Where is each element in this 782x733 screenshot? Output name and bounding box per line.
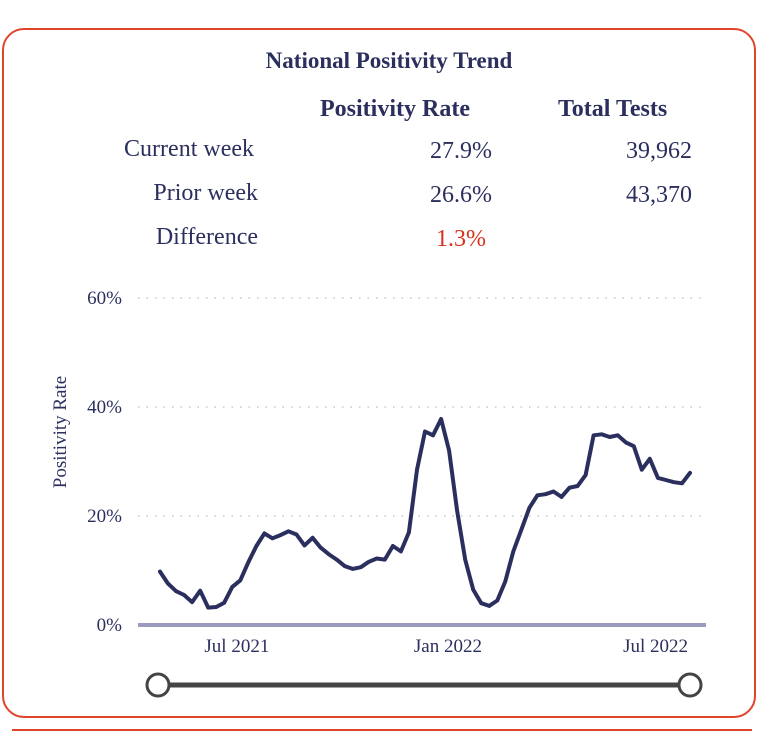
data-point bbox=[551, 489, 556, 494]
data-point bbox=[262, 531, 267, 536]
data-point bbox=[334, 557, 339, 562]
data-point bbox=[631, 444, 636, 449]
data-point bbox=[166, 581, 170, 586]
data-point bbox=[358, 565, 363, 570]
data-point bbox=[254, 544, 259, 548]
data-point bbox=[222, 600, 227, 605]
y-tick-label: 0% bbox=[97, 615, 123, 636]
data-point bbox=[238, 578, 243, 583]
data-point bbox=[575, 484, 580, 488]
data-point bbox=[688, 471, 692, 475]
data-point bbox=[527, 506, 532, 510]
row-label-current-week: Current week bbox=[124, 136, 254, 162]
data-point bbox=[310, 536, 315, 540]
bottom-divider bbox=[12, 729, 752, 731]
header-positivity-rate: Positivity Rate bbox=[320, 96, 470, 122]
chart-card bbox=[2, 28, 756, 718]
data-point bbox=[399, 549, 403, 554]
data-point bbox=[230, 585, 235, 589]
data-point bbox=[423, 429, 427, 434]
data-point bbox=[198, 588, 202, 593]
x-tick-label: Jan 2022 bbox=[414, 636, 482, 657]
data-point bbox=[559, 495, 564, 499]
data-point bbox=[190, 600, 194, 604]
data-point bbox=[623, 440, 628, 445]
current-week-rate: 27.9% bbox=[430, 138, 492, 164]
prior-week-rate: 26.6% bbox=[430, 182, 492, 208]
data-point bbox=[615, 433, 620, 438]
data-point bbox=[672, 480, 676, 485]
x-tick-label: Jul 2022 bbox=[623, 636, 688, 657]
data-point bbox=[599, 432, 604, 437]
data-point bbox=[366, 559, 371, 564]
data-point bbox=[511, 549, 516, 554]
data-point bbox=[543, 492, 548, 497]
data-point bbox=[350, 567, 355, 571]
data-point bbox=[567, 485, 572, 490]
y-axis-label: Positivity Rate bbox=[50, 376, 71, 488]
data-point bbox=[495, 598, 500, 603]
current-week-tests: 39,962 bbox=[626, 138, 692, 164]
data-point bbox=[535, 493, 540, 498]
data-point bbox=[158, 569, 162, 574]
data-point bbox=[342, 564, 347, 568]
data-point bbox=[375, 556, 379, 561]
data-point bbox=[519, 527, 524, 532]
prior-week-tests: 43,370 bbox=[626, 182, 692, 208]
header-total-tests: Total Tests bbox=[558, 96, 668, 122]
data-point bbox=[487, 604, 492, 608]
data-point bbox=[391, 544, 395, 548]
data-point bbox=[591, 433, 596, 438]
data-point bbox=[607, 435, 612, 439]
range-slider-end-handle[interactable] bbox=[677, 672, 703, 698]
data-point bbox=[278, 533, 283, 537]
data-point bbox=[415, 467, 419, 472]
data-point bbox=[503, 579, 508, 584]
range-slider-start-handle[interactable] bbox=[145, 672, 171, 698]
data-point bbox=[471, 587, 475, 592]
data-point bbox=[326, 552, 331, 556]
data-point bbox=[640, 467, 644, 472]
data-point bbox=[447, 448, 451, 453]
data-point bbox=[407, 530, 411, 535]
data-point bbox=[463, 557, 467, 562]
data-point bbox=[656, 476, 660, 480]
data-point bbox=[455, 508, 459, 513]
difference-rate: 1.3% bbox=[436, 226, 486, 252]
data-point bbox=[270, 536, 275, 541]
chart-title: National Positivity Trend bbox=[265, 48, 513, 73]
y-tick-label: 40% bbox=[87, 397, 122, 418]
data-point bbox=[318, 545, 323, 550]
row-label-prior-week: Prior week bbox=[153, 180, 258, 206]
data-point bbox=[583, 473, 588, 477]
data-point bbox=[680, 481, 684, 486]
data-point bbox=[479, 601, 484, 605]
data-point bbox=[182, 593, 186, 597]
data-point bbox=[648, 456, 652, 461]
data-point bbox=[431, 433, 435, 438]
data-point bbox=[302, 543, 307, 548]
y-tick-label: 20% bbox=[87, 506, 122, 527]
data-point bbox=[286, 529, 291, 534]
data-point bbox=[174, 589, 178, 594]
data-point bbox=[664, 478, 668, 482]
x-tick-label: Jul 2021 bbox=[204, 636, 269, 657]
row-label-difference: Difference bbox=[155, 224, 258, 250]
data-point bbox=[383, 557, 387, 562]
data-point bbox=[206, 605, 210, 610]
data-point bbox=[294, 532, 299, 537]
data-point bbox=[439, 417, 443, 421]
data-point bbox=[246, 560, 251, 565]
y-tick-label: 60% bbox=[87, 288, 122, 309]
data-point bbox=[214, 605, 219, 609]
